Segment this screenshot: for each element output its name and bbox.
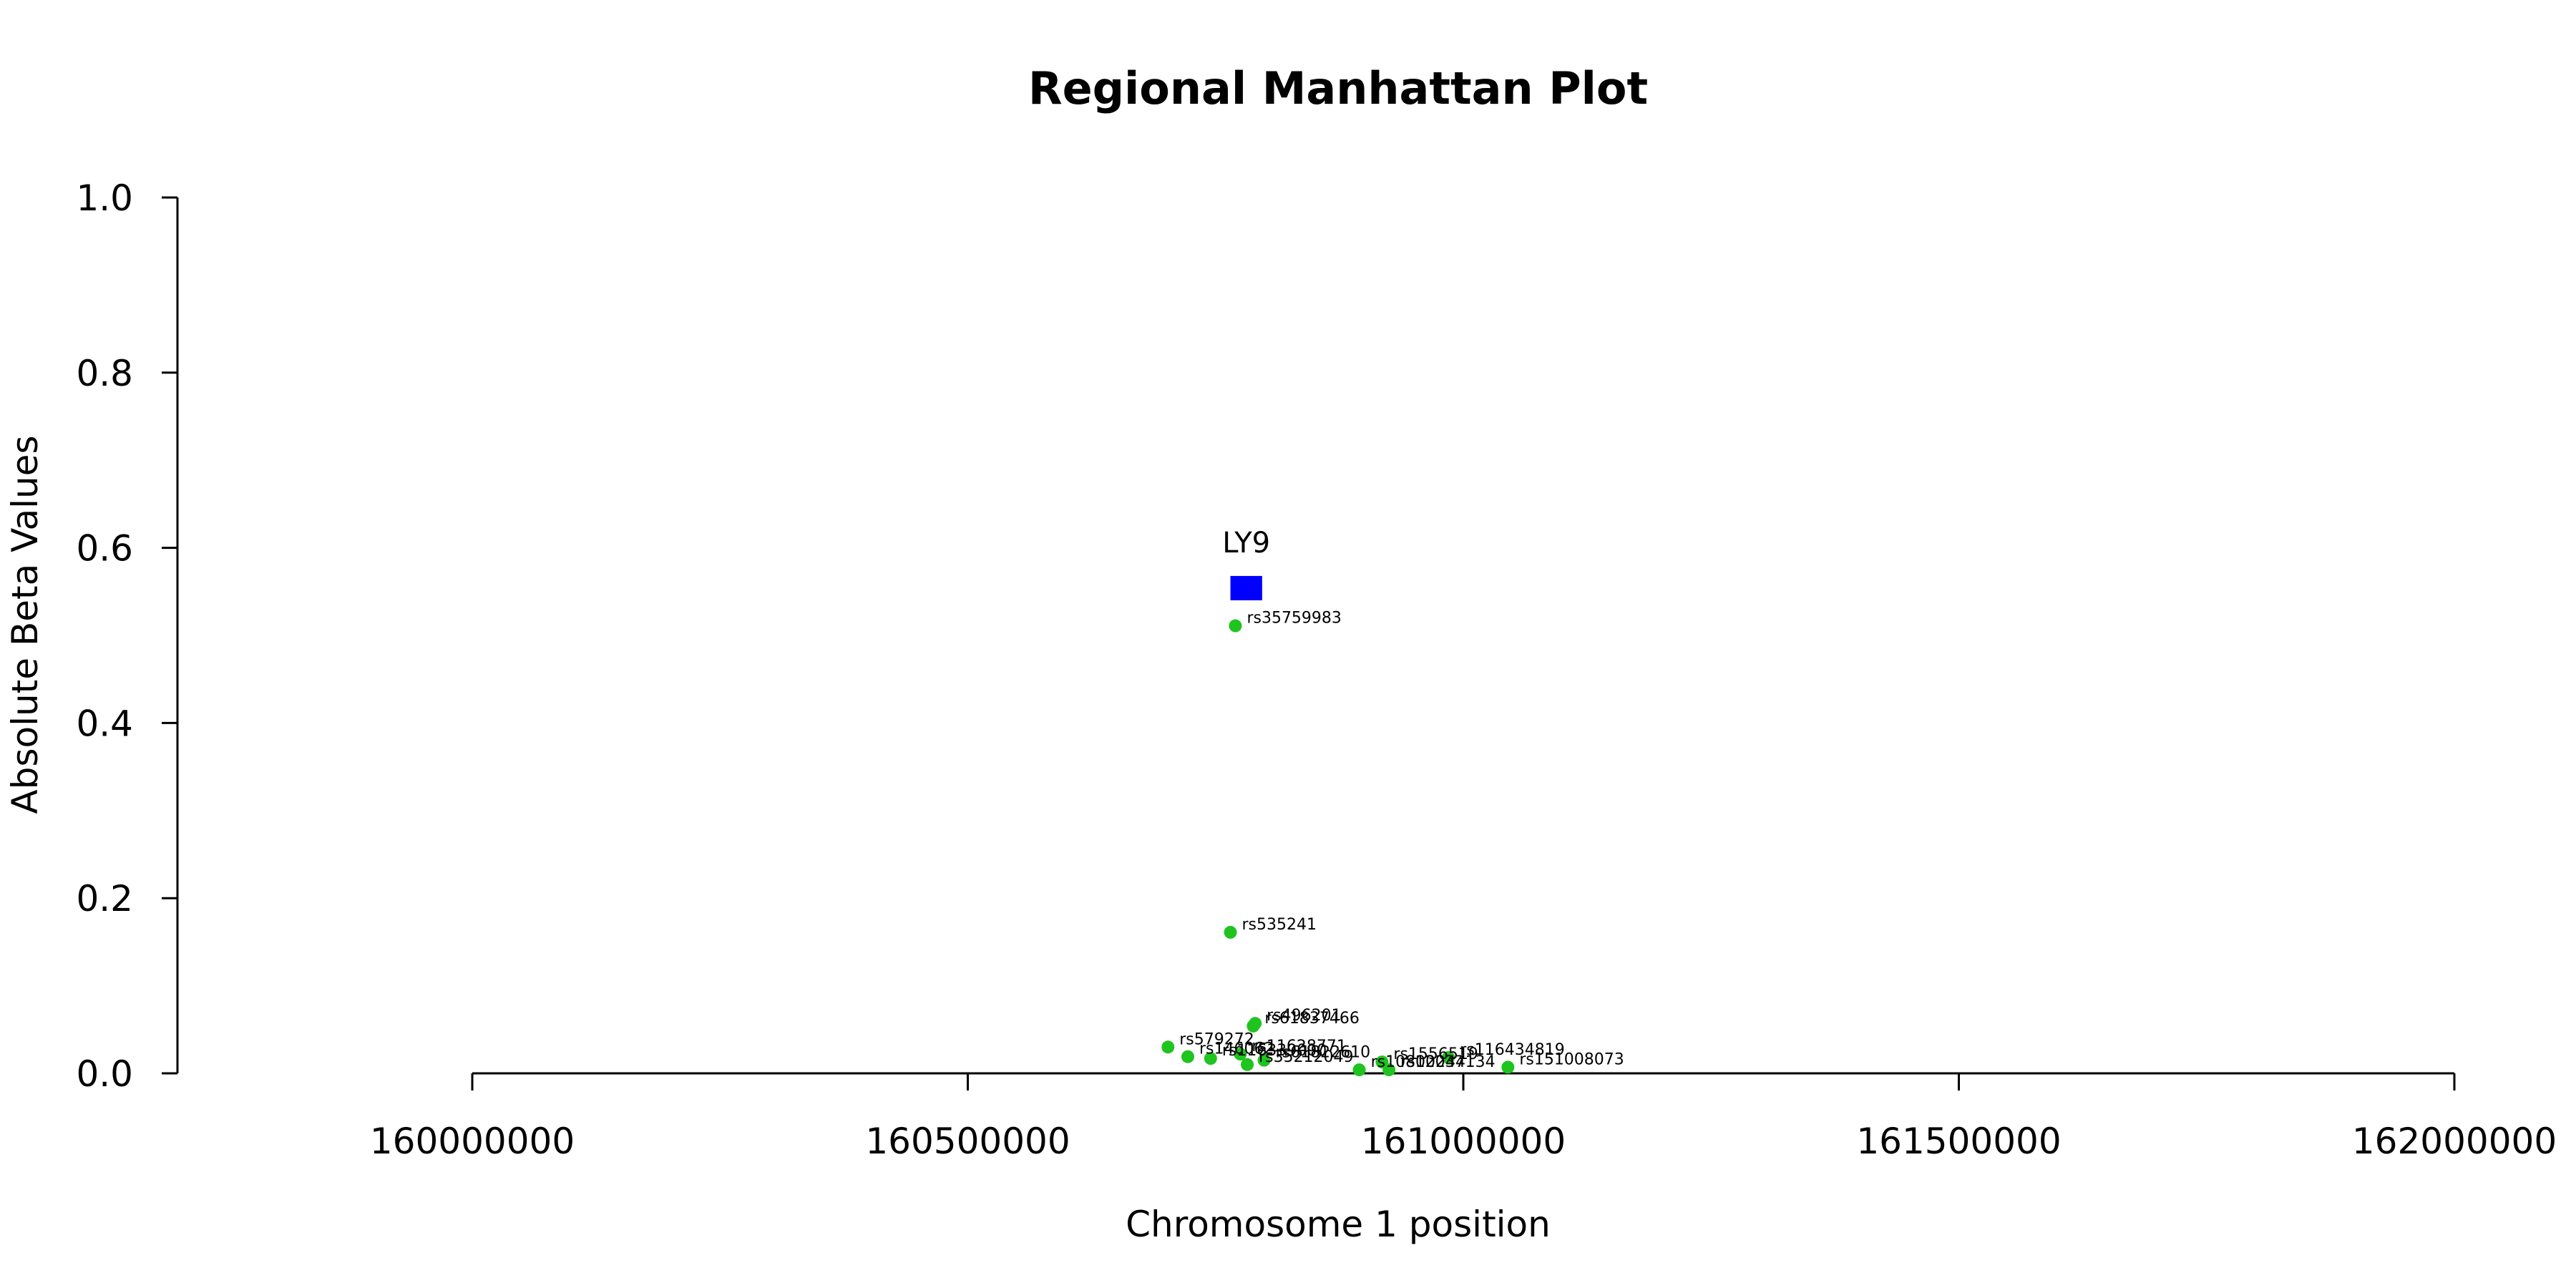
snp-point: [1257, 1053, 1271, 1067]
y-tick-label: 0.0: [76, 1053, 133, 1095]
snp-label: rs12037134: [1400, 1053, 1495, 1071]
x-tick-label: 160500000: [865, 1121, 1070, 1162]
snp-point: [1229, 619, 1242, 633]
y-tick-label: 0.4: [76, 703, 133, 744]
y-tick-label: 0.2: [76, 878, 133, 919]
snp-label: rs535241: [1242, 916, 1317, 934]
snp-label: rs35212049: [1259, 1048, 1353, 1066]
snp-label: rs10800244: [1371, 1053, 1465, 1071]
y-tick-label: 0.6: [76, 528, 133, 570]
y-axis-ticks: 0.0 0.2 0.4 0.6 0.8 1.0: [76, 177, 177, 1095]
snp-points: [1161, 619, 1515, 1077]
snp-point: [1204, 1052, 1217, 1065]
y-tick-label: 0.8: [76, 353, 133, 394]
gene-layer: LY9: [1222, 527, 1270, 600]
snp-point: [1246, 1019, 1260, 1033]
x-tick-label: 162000000: [2352, 1121, 2557, 1162]
gene-marker: [1230, 575, 1262, 600]
snp-point: [1234, 1048, 1247, 1061]
snp-point: [1161, 1040, 1175, 1054]
snp-point: [1224, 925, 1237, 939]
snp-point: [1352, 1063, 1366, 1077]
snp-point: [1181, 1050, 1194, 1063]
y-axis-label: Absolute Beta Values: [4, 436, 46, 814]
x-axis-label: Chromosome 1 position: [1126, 1204, 1551, 1245]
snp-point: [1382, 1063, 1396, 1077]
snp-label: rs35759983: [1246, 610, 1341, 628]
x-tick-label: 160000000: [370, 1121, 575, 1162]
snp-label: rs146062: [1199, 1040, 1274, 1058]
snp-label: rs579272: [1179, 1030, 1254, 1048]
chart-title: Regional Manhattan Plot: [1028, 62, 1648, 114]
snp-label: rs11628771: [1252, 1038, 1346, 1055]
snp-point: [1501, 1060, 1515, 1074]
gene-label: LY9: [1222, 527, 1270, 560]
snp-label: rs116339000: [1222, 1042, 1327, 1060]
x-axis-ticks: 160000000 160500000 161000000 161500000 1620…: [370, 1073, 2557, 1162]
snp-label: rs1556519: [1393, 1045, 1478, 1063]
snp-label: rs496201: [1267, 1007, 1342, 1025]
snp-label: rs61837466: [1264, 1010, 1359, 1028]
x-tick-label: 161000000: [1361, 1121, 1566, 1162]
snp-label: rs116434819: [1460, 1041, 1564, 1059]
snp-point: [1442, 1050, 1455, 1064]
snp-label: rs151008073: [1519, 1050, 1624, 1068]
x-tick-label: 161500000: [1856, 1121, 2061, 1162]
snp-label: rs61822610: [1276, 1044, 1370, 1062]
y-tick-label: 1.0: [76, 177, 133, 219]
snp-point: [1241, 1058, 1254, 1071]
